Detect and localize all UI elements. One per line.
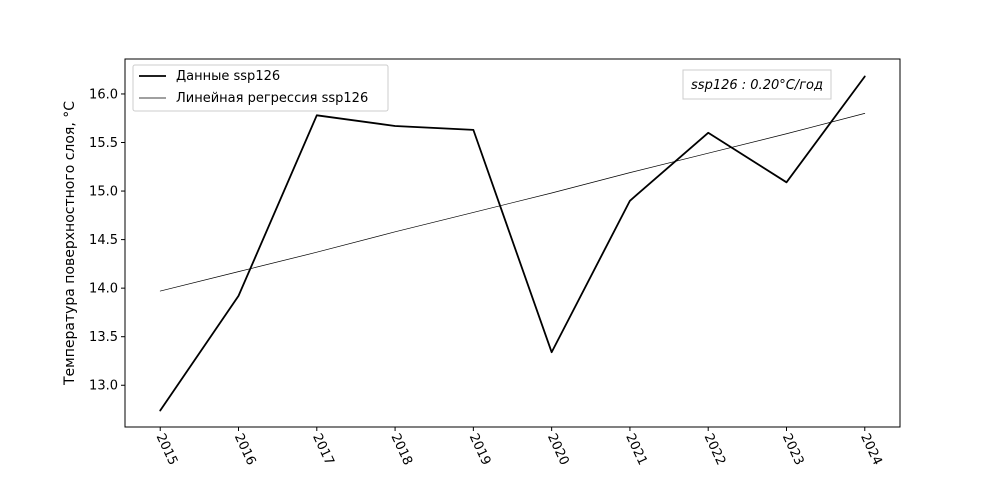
y-tick-label: 15.0 xyxy=(89,185,118,200)
y-tick-label: 15.5 xyxy=(89,136,118,151)
legend-label-data: Данные ssp126 xyxy=(176,69,280,84)
legend: Данные ssp126 Линейная регрессия ssp126 xyxy=(132,64,389,112)
plot-frame xyxy=(124,58,901,428)
series-layer xyxy=(159,75,866,412)
y-axis: 13.0 13.5 14.0 14.5 15.0 15.5 16.0 xyxy=(89,87,125,394)
data-series-line xyxy=(159,75,866,412)
legend-label-regression: Линейная регрессия ssp126 xyxy=(176,91,368,106)
trend-annotation: ssp126 : 0.20°C/год xyxy=(682,69,832,100)
regression-line xyxy=(159,113,866,292)
annotation-text: ssp126 : 0.20°C/год xyxy=(691,78,823,93)
y-tick-label: 14.5 xyxy=(89,233,118,248)
y-tick-label: 14.0 xyxy=(89,282,118,297)
y-tick-label: 13.5 xyxy=(89,330,118,345)
legend-box xyxy=(132,64,389,112)
y-tick-label: 13.0 xyxy=(89,379,118,394)
annotation-box xyxy=(682,69,832,100)
y-tick-label: 16.0 xyxy=(89,87,118,102)
y-axis-label: Температура поверхностного слоя, °C xyxy=(62,101,78,386)
